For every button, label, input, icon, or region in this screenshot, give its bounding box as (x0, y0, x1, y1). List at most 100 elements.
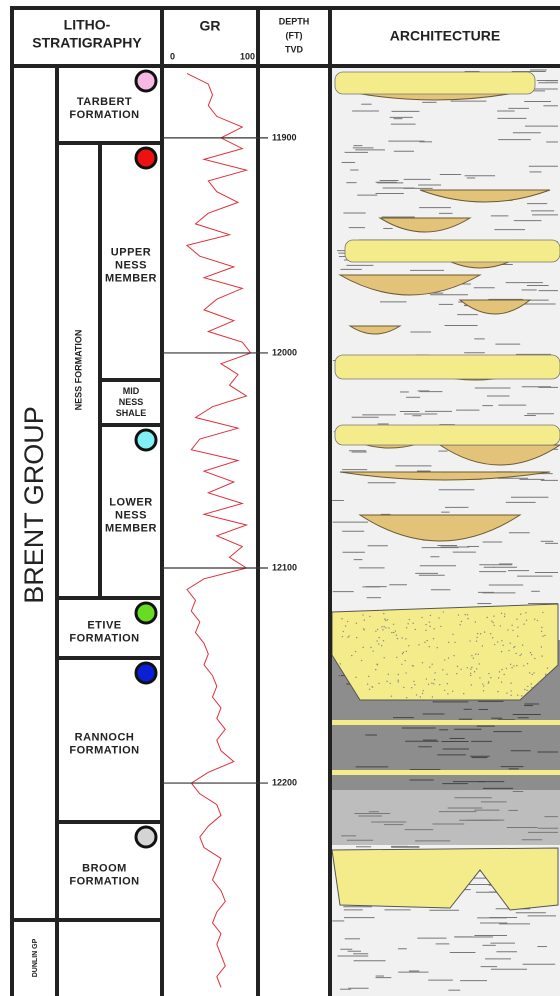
sandstone (345, 240, 560, 262)
grain (528, 695, 529, 696)
grain (375, 631, 376, 632)
grain (391, 632, 392, 633)
grain (467, 667, 468, 668)
grain (483, 685, 484, 686)
unit-label: LOWER (109, 496, 152, 508)
grain (504, 616, 505, 617)
grain (530, 652, 531, 653)
grain (382, 629, 383, 630)
grain (510, 682, 511, 683)
grain (457, 666, 458, 667)
grain (438, 617, 439, 618)
grain (405, 638, 406, 639)
grain (501, 669, 502, 670)
grain (517, 694, 518, 695)
unit-marker (136, 148, 156, 168)
grain (347, 636, 348, 637)
grain (429, 621, 430, 622)
grain (501, 681, 502, 682)
unit-label: BROOM (82, 862, 127, 874)
grain (504, 613, 505, 614)
grain (408, 645, 409, 646)
grain (397, 680, 398, 681)
grain (446, 674, 447, 675)
grain (444, 659, 445, 660)
grain (465, 614, 466, 615)
grain (484, 631, 485, 632)
grain (395, 630, 396, 631)
grain (510, 664, 511, 665)
grain (385, 627, 386, 628)
grain (488, 681, 489, 682)
grain (453, 655, 454, 656)
grain (428, 684, 429, 685)
grain (429, 666, 430, 667)
architecture-art (330, 68, 560, 996)
grain (433, 683, 434, 684)
grain (524, 689, 525, 690)
grain (430, 615, 431, 616)
grain (383, 640, 384, 641)
grain (396, 635, 397, 636)
grain (369, 616, 370, 617)
grain (491, 620, 492, 621)
depth-tick-label: 12000 (272, 347, 297, 357)
grain (356, 637, 357, 638)
grain (356, 623, 357, 624)
unit-label: NESS (115, 509, 147, 521)
depth-tick-label: 11900 (272, 132, 297, 142)
grain (506, 692, 507, 693)
header: ARCHITECTURE (390, 28, 500, 44)
grain (414, 684, 415, 685)
grain (448, 657, 449, 658)
grain (475, 621, 476, 622)
grain (362, 647, 363, 648)
grain (440, 626, 441, 627)
grain (541, 627, 542, 628)
grain (348, 635, 349, 636)
grain (523, 623, 524, 624)
sandstone-body (332, 604, 558, 700)
grain (517, 636, 518, 637)
grain (469, 640, 470, 641)
grain (422, 693, 423, 694)
grain (482, 645, 483, 646)
grain (340, 687, 341, 688)
formation-label: NESS FORMATION (73, 330, 83, 411)
grain (398, 681, 399, 682)
grain (369, 689, 370, 690)
grain (384, 657, 385, 658)
sandstone (335, 425, 560, 445)
grain (431, 664, 432, 665)
grain (502, 645, 503, 646)
unit-label: FORMATION (69, 632, 139, 644)
grain (531, 687, 532, 688)
header: (FT) (286, 30, 303, 40)
grain (416, 694, 417, 695)
grain (473, 657, 474, 658)
grain (381, 645, 382, 646)
grain (396, 657, 397, 658)
sandstone-stringer (330, 770, 560, 775)
grain (405, 672, 406, 673)
grain (437, 647, 438, 648)
sandstone-stringer (330, 720, 560, 725)
grain (422, 690, 423, 691)
grain (372, 650, 373, 651)
sandstone (335, 355, 560, 379)
grain (421, 617, 422, 618)
grain (342, 636, 343, 637)
grain (345, 625, 346, 626)
grain (488, 673, 489, 674)
grain (377, 664, 378, 665)
grain (541, 646, 542, 647)
grain (471, 667, 472, 668)
grain (434, 679, 435, 680)
grain (523, 665, 524, 666)
grain (534, 618, 535, 619)
grain (527, 663, 528, 664)
grain (351, 655, 352, 656)
grain (407, 623, 408, 624)
grain (387, 619, 388, 620)
grain (476, 668, 477, 669)
